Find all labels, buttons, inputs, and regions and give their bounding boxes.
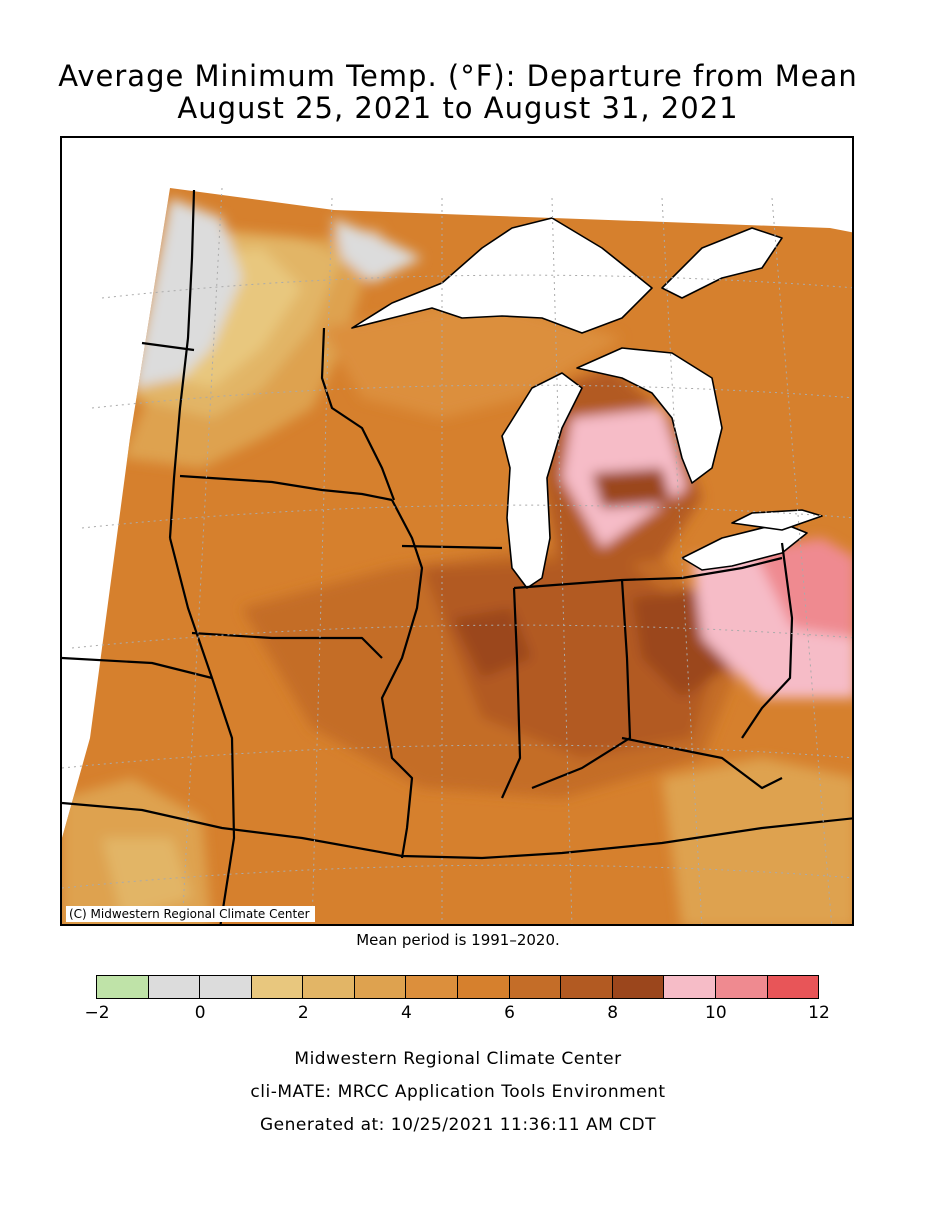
footer-organization: Midwestern Regional Climate Center (294, 1049, 622, 1069)
legend-swatch (766, 975, 820, 999)
shade-0-1-north (332, 218, 422, 283)
border-ia-il-mississippi (380, 499, 424, 859)
legend-swatch (663, 975, 716, 999)
legend-tick-label: 12 (808, 1003, 830, 1023)
shade-8-9-mi-core (592, 468, 672, 508)
border-mn-dakotas (168, 189, 196, 539)
legend-swatch (560, 975, 613, 999)
footer-generated-at: Generated at: 10/25/2021 11:36:11 AM CDT (260, 1115, 656, 1135)
lake-michigan (501, 372, 583, 589)
legend-swatch (353, 975, 407, 999)
border-il-in (500, 587, 522, 799)
legend-swatch (508, 975, 562, 999)
lake-st-clair (731, 509, 823, 531)
border-in-oh (531, 579, 632, 790)
legend-swatch (250, 975, 304, 999)
legend-swatch (199, 975, 252, 999)
color-legend (96, 975, 820, 999)
border-nd-sd (141, 341, 195, 352)
border-ks-mo (62, 656, 213, 680)
legend-swatch (457, 975, 510, 999)
border-mi-oh (681, 556, 783, 580)
border-mn-wi (320, 327, 396, 501)
map-date-range: August 25, 2021 to August 31, 2021 (177, 91, 739, 125)
map-title: Average Minimum Temp. (°F): Departure fr… (58, 59, 858, 93)
legend-swatch (147, 975, 201, 999)
great-lakes (351, 217, 823, 589)
legend-swatch (611, 975, 665, 999)
lake-nipigon-region (661, 227, 783, 299)
temperature-departure-map: (C) Midwestern Regional Climate Center (60, 136, 854, 926)
lake-erie (681, 522, 808, 571)
footer-tool-name: cli-MATE: MRCC Application Tools Environ… (250, 1082, 666, 1102)
legend-swatch (714, 975, 768, 999)
legend-tick-label: −2 (84, 1003, 110, 1023)
legend-tick-label: 6 (504, 1003, 515, 1023)
state-boundaries (62, 189, 852, 924)
legend-swatch (96, 975, 149, 999)
border-mo-ar-tn (62, 801, 852, 860)
lake-superior (351, 217, 653, 334)
legend-tick-label: 8 (607, 1003, 619, 1023)
border-oh-pa-wv (741, 542, 794, 739)
legend-tick-label: 4 (401, 1003, 412, 1023)
border-ia-ne-ks (168, 537, 236, 924)
legend-swatch (405, 975, 459, 999)
shade-4-5-wi (322, 298, 622, 418)
shade-3-4-se (662, 758, 852, 924)
border-oh-ky (621, 736, 783, 790)
legend-tick-label: 0 (194, 1003, 206, 1023)
shade-0-1 (132, 198, 242, 388)
lake-huron (576, 347, 723, 484)
border-ia-mo (191, 631, 383, 659)
shade-8-9-il (452, 608, 532, 678)
legend-tick-label: 10 (705, 1003, 727, 1023)
legend-swatch (302, 975, 355, 999)
mean-period-note: Mean period is 1991–2020. (356, 931, 560, 949)
graticule (62, 187, 852, 924)
map-canvas (62, 187, 852, 924)
shade-2-3-sw (102, 838, 192, 918)
border-wi-il (401, 544, 503, 550)
map-copyright: (C) Midwestern Regional Climate Center (66, 906, 315, 922)
legend-tick-label: 2 (297, 1003, 309, 1023)
border-mn-ia (179, 474, 393, 502)
